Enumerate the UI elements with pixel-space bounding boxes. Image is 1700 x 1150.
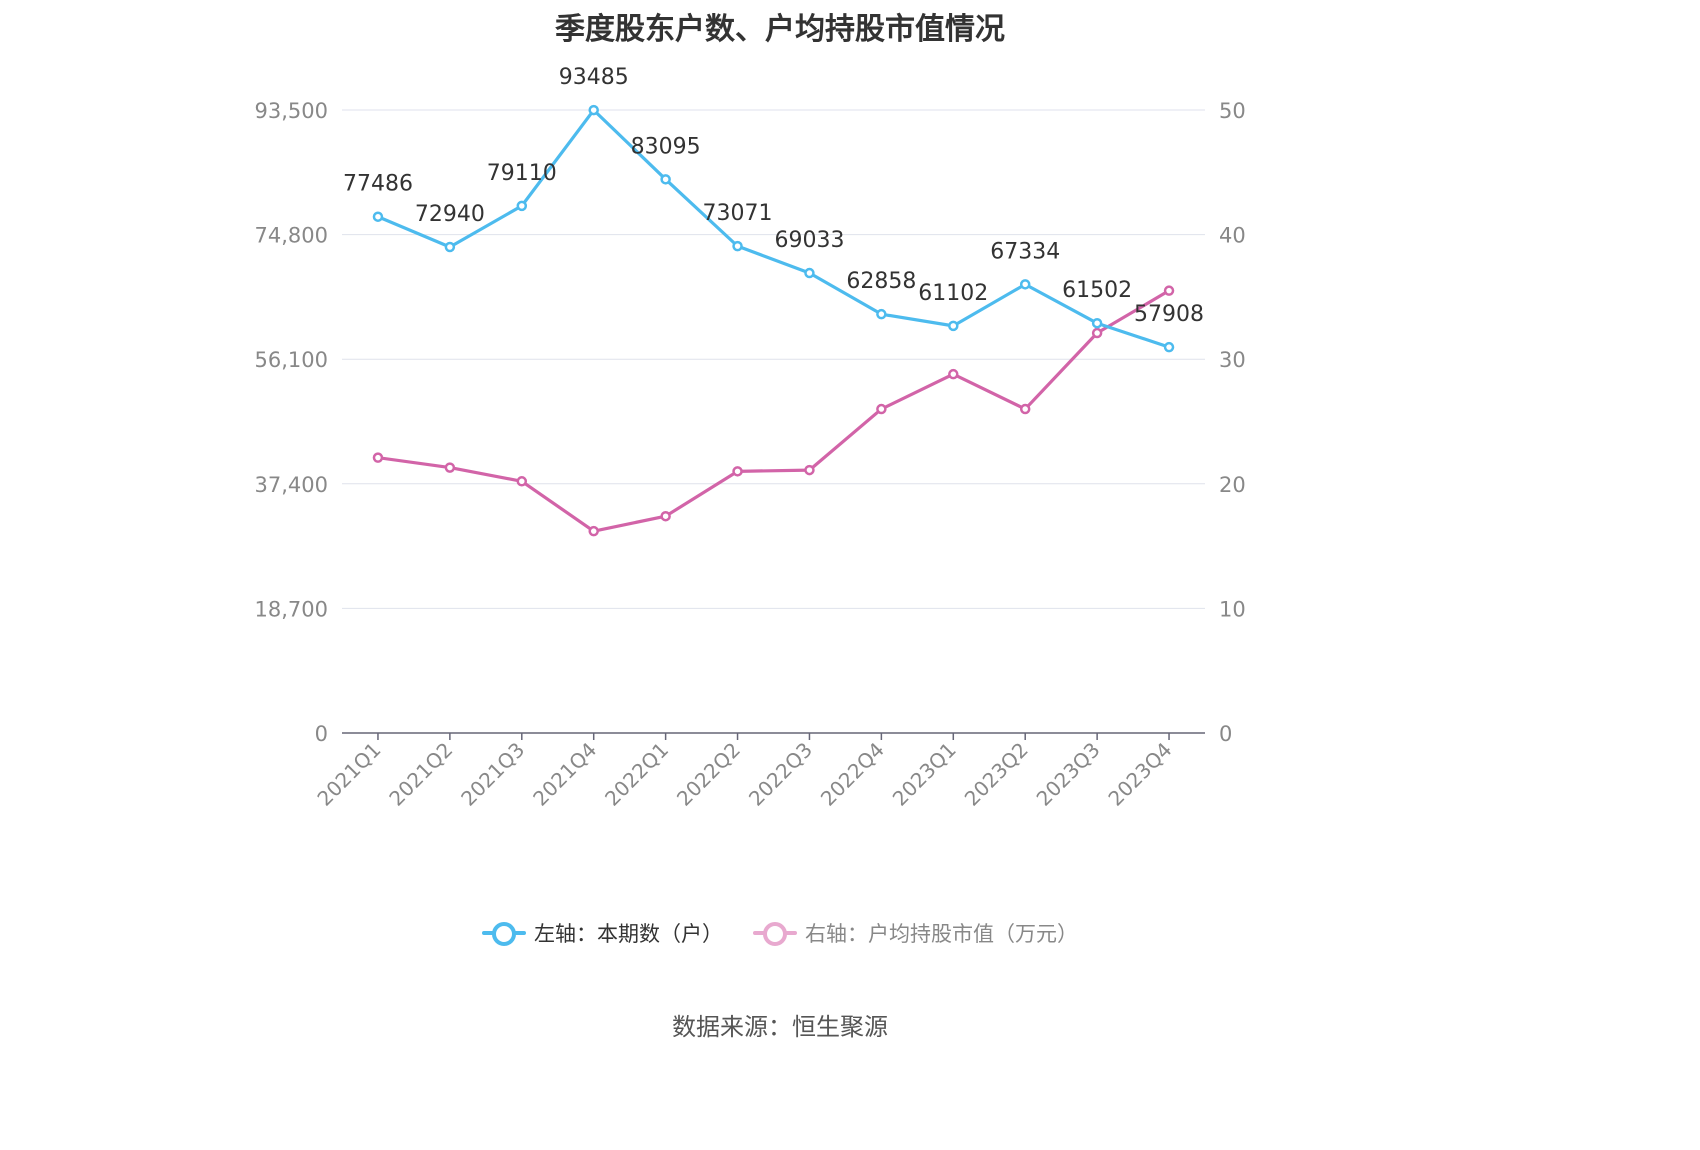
x-tick-label: 2021Q1 xyxy=(312,738,385,811)
data-label: 77486 xyxy=(343,172,413,197)
y-right-tick-label: 10 xyxy=(1219,597,1246,621)
chart-canvas: 0 0 18,700 10 37,400 20 56,100 30 74,800 40 93,500… xyxy=(255,65,1246,811)
data-point xyxy=(1163,285,1175,296)
legend-label: 左轴：本期数（户） xyxy=(534,922,723,946)
legend-marker-icon xyxy=(482,918,526,948)
data-label: 83095 xyxy=(631,134,701,159)
data-point xyxy=(588,104,599,116)
data-point xyxy=(516,200,528,212)
y-left-tick-label: 56,100 xyxy=(255,348,328,372)
x-tick-label: 2023Q1 xyxy=(888,738,961,811)
series-lines xyxy=(372,104,1175,537)
data-point xyxy=(588,525,599,537)
data-label: 93485 xyxy=(559,65,629,90)
data-label: 72940 xyxy=(415,202,485,227)
chart-title: 季度股东户数、户均持股市值情况 xyxy=(555,12,1005,47)
y-right-tick-label: 50 xyxy=(1219,99,1246,123)
x-tick-label: 2023Q2 xyxy=(960,738,1033,811)
data-point xyxy=(804,464,815,476)
data-label: 62858 xyxy=(846,269,916,294)
y-right-tick-label: 30 xyxy=(1219,348,1246,372)
data-point xyxy=(1019,403,1031,415)
data-label: 61102 xyxy=(918,281,988,306)
data-point xyxy=(1163,341,1175,353)
x-tick-label: 2022Q4 xyxy=(816,738,889,811)
data-label: 61502 xyxy=(1062,278,1132,303)
x-tick-label: 2022Q2 xyxy=(672,738,745,811)
x-tick-label: 2022Q3 xyxy=(744,738,817,811)
legend-label: 右轴：户均持股市值（万元） xyxy=(805,922,1078,946)
x-tick-label: 2021Q4 xyxy=(528,738,601,811)
data-point xyxy=(732,240,743,252)
legend-item-left-axis[interactable]: 左轴：本期数（户） xyxy=(482,918,723,948)
x-tick-label: 2022Q1 xyxy=(600,738,673,811)
data-label: 57908 xyxy=(1134,302,1204,327)
x-tick-label: 2023Q3 xyxy=(1032,738,1105,811)
data-point xyxy=(516,476,528,487)
source-text: 数据来源：恒生聚源 xyxy=(672,1013,888,1041)
data-point xyxy=(1019,279,1031,290)
x-tick-label: 2023Q4 xyxy=(1103,738,1176,811)
data-point xyxy=(948,320,959,332)
data-label: 73071 xyxy=(703,201,773,226)
data-point xyxy=(948,368,959,380)
y-right-tick-label: 40 xyxy=(1219,224,1246,248)
grid-lines xyxy=(342,109,1205,609)
y-right-tick-label: 20 xyxy=(1219,473,1246,497)
data-label: 79110 xyxy=(487,161,557,186)
data-point xyxy=(444,462,456,473)
data-point xyxy=(372,452,384,463)
legend: 左轴：本期数（户） 右轴：户均持股市值（万元） xyxy=(0,918,1560,948)
y-left-tick-label: 37,400 xyxy=(255,473,328,497)
data-point xyxy=(1091,317,1103,329)
data-point xyxy=(876,308,887,320)
data-point xyxy=(804,267,815,279)
y-right-tick-label: 0 xyxy=(1219,722,1232,746)
series-line xyxy=(377,108,1170,349)
data-point xyxy=(876,403,887,415)
data-point xyxy=(660,510,671,522)
x-tick-label: 2021Q3 xyxy=(456,738,529,811)
legend-item-right-axis[interactable]: 右轴：户均持股市值（万元） xyxy=(753,918,1078,948)
legend-marker-icon xyxy=(753,918,797,948)
data-point xyxy=(732,466,743,477)
y-left-tick-label: 93,500 xyxy=(255,99,328,123)
y-left-tick-label: 0 xyxy=(315,722,328,746)
data-label: 69033 xyxy=(774,228,844,253)
series-line xyxy=(377,289,1170,533)
x-tick-label: 2021Q2 xyxy=(384,738,457,811)
data-point xyxy=(372,211,384,222)
data-point xyxy=(1091,327,1103,339)
data-point xyxy=(444,241,456,253)
y-left-tick-label: 18,700 xyxy=(255,597,328,621)
data-label: 67334 xyxy=(990,239,1060,264)
y-left-tick-label: 74,800 xyxy=(255,224,328,248)
data-point xyxy=(660,174,671,185)
